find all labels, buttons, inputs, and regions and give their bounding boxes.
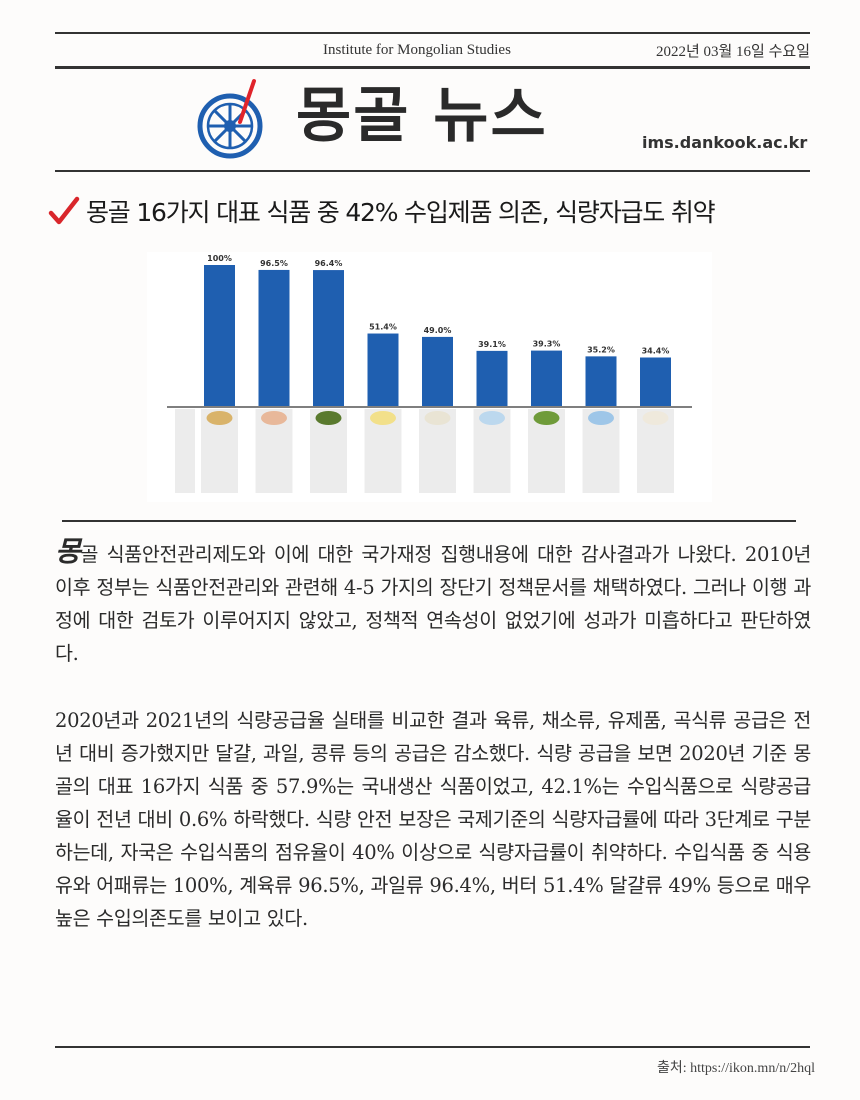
top-bar-rule <box>55 66 810 69</box>
food-picture <box>642 411 669 425</box>
bar-value-label: 96.5% <box>260 259 288 268</box>
food-picture <box>315 411 342 425</box>
food-picture <box>261 411 287 425</box>
bar <box>204 265 235 406</box>
top-bar: Institute for Mongolian Studies 2022년 03… <box>55 38 810 64</box>
bar <box>367 333 399 406</box>
footer-rule <box>55 1046 810 1048</box>
checkmark-icon <box>48 196 80 225</box>
food-picture <box>424 411 451 425</box>
bar-value-label: 34.4% <box>642 346 670 355</box>
bar <box>422 336 453 406</box>
bar <box>640 357 671 406</box>
bar <box>258 269 290 406</box>
bar-value-label: 39.1% <box>478 340 506 349</box>
paragraph-1-text: 골 식품안전관리제도와 이에 대한 국가재정 집행내용에 대한 감사결과가 나왔… <box>55 543 811 665</box>
food-picture <box>370 411 396 425</box>
bar-value-label: 49.0% <box>424 326 452 335</box>
website-url: ims.dankook.ac.kr <box>642 133 808 152</box>
bar-value-label: 51.4% <box>369 323 397 332</box>
issue-date: 2022년 03월 16일 수요일 <box>655 44 810 60</box>
bar <box>313 270 344 406</box>
article-headline: 몽골 16가지 대표 식품 중 42% 수입제품 의존, 식량자급도 취약 <box>86 198 716 227</box>
drop-cap: 몽 <box>55 535 81 568</box>
food-picture <box>533 411 560 425</box>
bar-value-label: 96.4% <box>315 259 343 268</box>
article-paragraph-1: 몽골 식품안전관리제도와 이에 대한 국가재정 집행내용에 대한 감사결과가 나… <box>55 535 811 670</box>
bar <box>585 356 617 406</box>
food-picture <box>206 411 233 425</box>
bar-value-label: 39.3% <box>533 340 561 349</box>
bar <box>531 350 562 406</box>
row-label-panel <box>175 409 195 493</box>
import-dependency-bar-chart: 100% 96.5% 96.4% 51.4% 49.0% 39.1% 39.3% 35.2% 3… <box>147 252 712 502</box>
masthead-rule <box>55 170 810 172</box>
food-picture <box>588 411 614 425</box>
bar-value-label: 35.2% <box>587 345 615 354</box>
top-rule <box>55 32 810 34</box>
masthead-title: 몽골 뉴스 <box>296 81 548 151</box>
source-credit: 출처: https://ikon.mn/n/2hql <box>657 1061 815 1076</box>
article-paragraph-2: 2020년과 2021년의 식량공급율 실태를 비교한 결과 육류, 채소류, … <box>55 709 811 930</box>
food-picture <box>479 411 505 425</box>
institute-name: Institute for Mongolian Studies <box>323 42 511 58</box>
chart-rule <box>62 520 796 522</box>
dharma-wheel-logo-icon <box>197 79 263 159</box>
bar-value-label: 100% <box>207 254 232 263</box>
bar <box>476 350 508 406</box>
